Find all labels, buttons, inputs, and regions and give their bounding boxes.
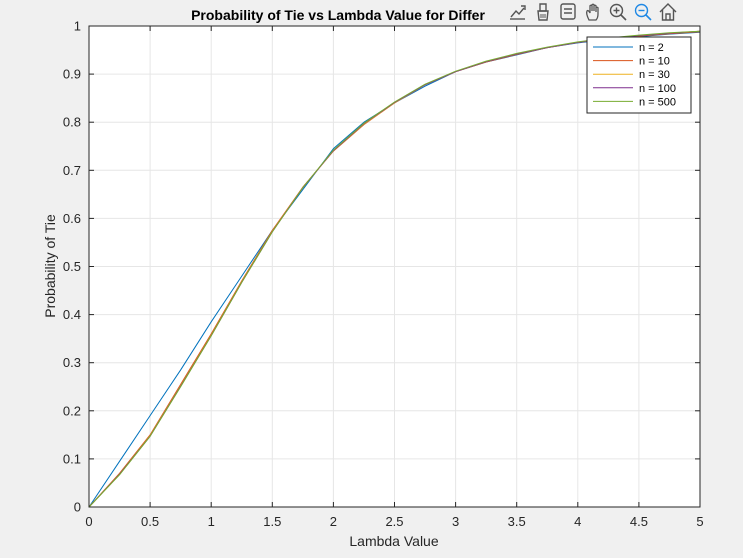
home-icon[interactable] [657,1,679,23]
x-tick-label: 1 [208,514,215,529]
export-icon[interactable] [507,1,529,23]
y-axis-label: Probability of Tie [42,214,58,318]
legend-entry-0[interactable]: n = 2 [639,42,664,54]
y-tick-label: 0.7 [63,163,81,178]
x-tick-label: 0 [85,514,92,529]
x-tick-label: 0.5 [141,514,159,529]
x-tick-label: 2 [330,514,337,529]
axis-ticks: 0 0.5 1 1.5 2 2.5 3 3.5 4 4.5 5 0 0.1 0.2 0.3 0.4 0.5 0.6… [63,19,704,530]
y-tick-label: 0 [74,500,81,515]
legend-entry-2[interactable]: n = 30 [639,69,670,81]
y-tick-label: 0.3 [63,355,81,370]
x-tick-label: 4.5 [630,514,648,529]
legend-entry-4[interactable]: n = 500 [639,96,676,108]
x-tick-label: 4 [574,514,581,529]
x-axis-label: Lambda Value [349,533,438,549]
y-tick-label: 0.6 [63,211,81,226]
y-tick-label: 1 [74,19,81,34]
chart-title: Probability of Tie vs Lambda Value for D… [191,7,485,23]
y-tick-label: 0.5 [63,259,81,274]
legend-entry-1[interactable]: n = 10 [639,56,670,68]
y-tick-label: 0.4 [63,307,81,322]
x-tick-label: 2.5 [385,514,403,529]
legend-box [586,36,692,114]
x-tick-label: 3 [452,514,459,529]
y-tick-label: 0.9 [63,67,81,82]
axes-toolbar [505,0,681,24]
y-tick-label: 0.2 [63,403,81,418]
x-tick-label: 5 [696,514,703,529]
brush-icon[interactable] [532,1,554,23]
y-tick-label: 0.1 [63,451,81,466]
zoom-in-icon[interactable] [607,1,629,23]
y-tick-label: 0.8 [63,115,81,130]
pan-icon[interactable] [582,1,604,23]
x-tick-label: 3.5 [508,514,526,529]
x-tick-label: 1.5 [263,514,281,529]
datatip-icon[interactable] [557,1,579,23]
legend-entry-3[interactable]: n = 100 [639,83,676,95]
zoom-out-icon[interactable] [632,1,654,23]
